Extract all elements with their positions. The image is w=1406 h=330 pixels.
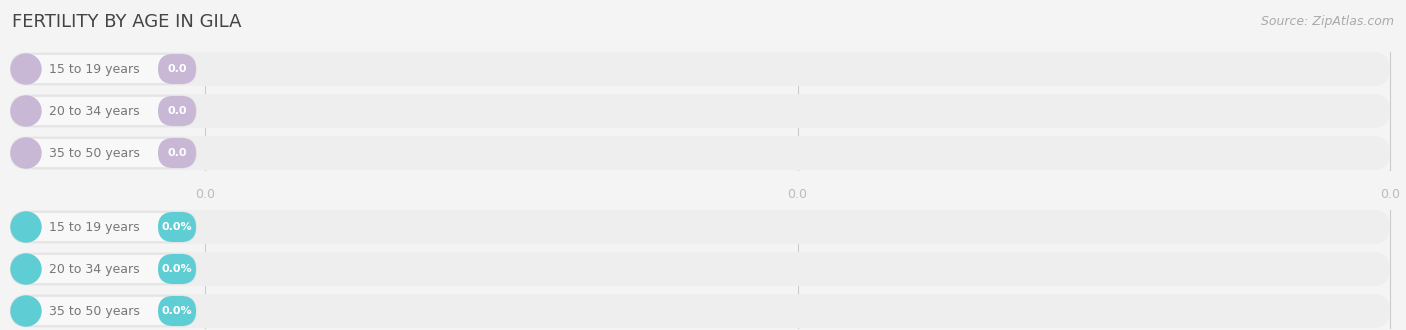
Text: 15 to 19 years: 15 to 19 years bbox=[49, 220, 139, 234]
FancyBboxPatch shape bbox=[157, 254, 195, 284]
FancyBboxPatch shape bbox=[157, 296, 195, 326]
Circle shape bbox=[11, 254, 41, 284]
FancyBboxPatch shape bbox=[157, 138, 195, 168]
FancyBboxPatch shape bbox=[11, 296, 195, 326]
FancyBboxPatch shape bbox=[11, 254, 195, 284]
Circle shape bbox=[11, 296, 41, 326]
FancyBboxPatch shape bbox=[11, 54, 195, 84]
Circle shape bbox=[11, 96, 41, 126]
FancyBboxPatch shape bbox=[10, 252, 1391, 286]
FancyBboxPatch shape bbox=[11, 96, 195, 126]
Text: 0.0%: 0.0% bbox=[162, 264, 193, 274]
Text: FERTILITY BY AGE IN GILA: FERTILITY BY AGE IN GILA bbox=[13, 13, 242, 31]
Circle shape bbox=[11, 54, 41, 84]
Text: 0.0: 0.0 bbox=[167, 148, 187, 158]
FancyBboxPatch shape bbox=[10, 210, 1391, 244]
Circle shape bbox=[11, 138, 41, 168]
FancyBboxPatch shape bbox=[157, 54, 195, 84]
FancyBboxPatch shape bbox=[157, 212, 195, 242]
Text: 0.0: 0.0 bbox=[167, 106, 187, 116]
Text: 15 to 19 years: 15 to 19 years bbox=[49, 62, 139, 76]
FancyBboxPatch shape bbox=[10, 294, 1391, 328]
Text: 0.0: 0.0 bbox=[1381, 187, 1400, 201]
Text: 35 to 50 years: 35 to 50 years bbox=[49, 147, 139, 159]
Text: 20 to 34 years: 20 to 34 years bbox=[49, 262, 139, 276]
Circle shape bbox=[11, 212, 41, 242]
Text: Source: ZipAtlas.com: Source: ZipAtlas.com bbox=[1261, 16, 1393, 28]
Text: 0.0: 0.0 bbox=[167, 64, 187, 74]
Text: 0.0%: 0.0% bbox=[162, 306, 193, 316]
FancyBboxPatch shape bbox=[10, 94, 1391, 128]
FancyBboxPatch shape bbox=[157, 96, 195, 126]
Text: 0.0: 0.0 bbox=[195, 187, 215, 201]
FancyBboxPatch shape bbox=[10, 136, 1391, 170]
FancyBboxPatch shape bbox=[10, 52, 1391, 86]
FancyBboxPatch shape bbox=[11, 212, 195, 242]
Text: 0.0: 0.0 bbox=[787, 187, 807, 201]
Text: 20 to 34 years: 20 to 34 years bbox=[49, 105, 139, 117]
FancyBboxPatch shape bbox=[11, 138, 195, 168]
Text: 35 to 50 years: 35 to 50 years bbox=[49, 305, 139, 317]
Text: 0.0%: 0.0% bbox=[162, 222, 193, 232]
